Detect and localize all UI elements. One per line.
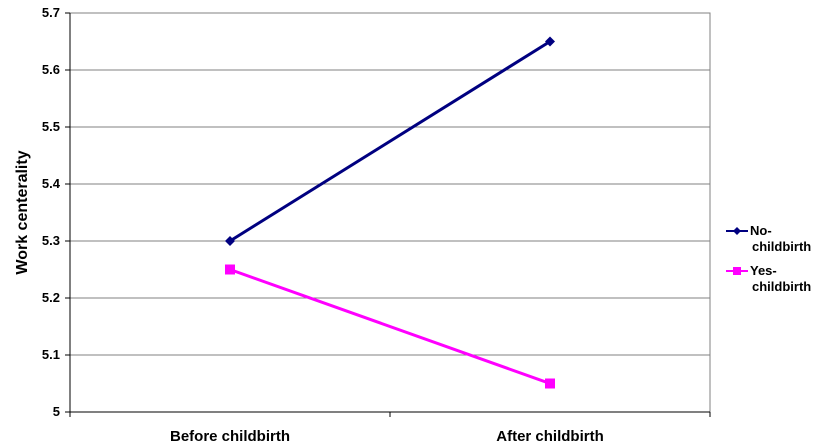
y-tick-label: 5.1 <box>42 347 60 362</box>
legend-label: No-childbirth <box>750 223 811 254</box>
series-line <box>229 268 551 385</box>
gridlines <box>70 69 710 356</box>
series-yes-childbirth <box>225 264 555 389</box>
x-category-label: After childbirth <box>496 428 604 445</box>
y-tick-label: 5.4 <box>42 176 61 191</box>
y-tick-labels: 5 5.1 5.2 5.3 5.4 5.5 5.6 5.7 <box>42 5 61 419</box>
y-tick-label: 5 <box>53 404 60 419</box>
series-line <box>229 40 551 243</box>
legend-item: Yes-childbirth <box>726 263 811 294</box>
axes <box>65 12 711 417</box>
y-tick-label: 5.2 <box>42 290 60 305</box>
series-no-childbirth <box>225 36 555 246</box>
data-point-marker <box>545 36 555 47</box>
data-point-marker <box>225 236 235 246</box>
data-point-marker <box>733 227 741 235</box>
legend-label: Yes-childbirth <box>750 263 811 294</box>
data-point-marker <box>545 378 555 389</box>
y-tick-label: 5.7 <box>42 5 60 20</box>
legend-item: No-childbirth <box>726 223 811 254</box>
x-category-label: Before childbirth <box>170 428 290 445</box>
x-category-labels: Before childbirth After childbirth <box>170 428 604 445</box>
y-axis-title: Work centerality <box>14 150 31 274</box>
data-point-marker <box>733 267 741 275</box>
data-point-marker <box>225 264 235 275</box>
y-tick-label: 5.5 <box>42 119 60 134</box>
y-tick-label: 5.6 <box>42 62 60 77</box>
legend: No-childbirth Yes-childbirth <box>726 223 811 294</box>
plot-area-frame <box>69 12 711 413</box>
series-layer <box>225 36 555 389</box>
y-tick-label: 5.3 <box>42 233 60 248</box>
